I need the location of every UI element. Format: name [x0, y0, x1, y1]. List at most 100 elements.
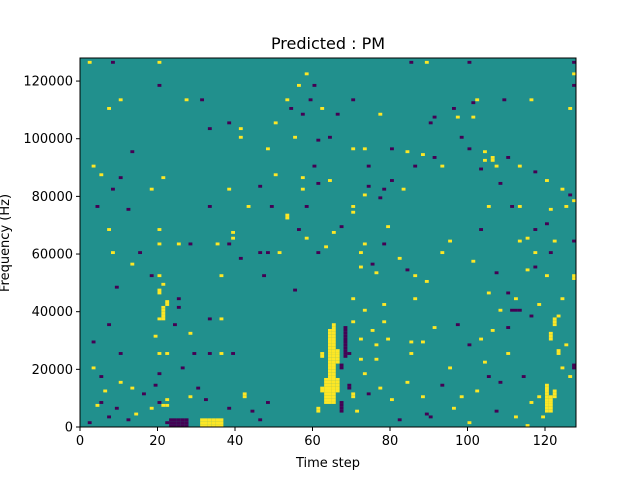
heatmap-cell — [467, 421, 472, 425]
heatmap-cell — [324, 245, 329, 249]
x-axis: 0 20 40 60 80 100 120 — [76, 427, 557, 449]
heatmap-cell — [548, 409, 553, 413]
heatmap-cell — [533, 170, 538, 174]
heatmap-cell — [351, 210, 356, 214]
heatmap-cell — [343, 326, 348, 329]
heatmap-cell — [331, 328, 336, 332]
heatmap-cell — [514, 308, 518, 312]
heatmap-cell — [525, 268, 530, 272]
heatmap-cell — [548, 251, 553, 255]
heatmap-cell — [572, 274, 577, 278]
heatmap-cell — [231, 352, 236, 355]
heatmap-cell — [351, 297, 356, 301]
heatmap-cell — [339, 366, 344, 370]
heatmap-cell — [328, 328, 332, 332]
heatmap-cell — [405, 380, 410, 384]
heatmap-cell — [572, 83, 577, 87]
heatmap-cell — [176, 242, 181, 246]
y-tick-label: 120000 — [23, 75, 73, 90]
heatmap-cell — [215, 418, 220, 422]
heatmap-cell — [421, 395, 425, 399]
heatmap-cell — [111, 187, 115, 191]
heatmap-cell — [161, 282, 166, 286]
heatmap-cell — [231, 236, 236, 240]
heatmap-cell — [494, 164, 499, 168]
heatmap-cell — [514, 297, 518, 301]
heatmap-cell — [173, 323, 177, 327]
heatmap-cell — [157, 228, 162, 231]
heatmap-cell — [328, 380, 332, 384]
heatmap-cell — [479, 228, 484, 231]
heatmap-cell — [324, 389, 329, 393]
heatmap-cell — [355, 409, 360, 413]
heatmap-cell — [471, 115, 476, 119]
y-tick-label: 0 — [65, 421, 73, 436]
heatmap-cell — [362, 147, 367, 151]
heatmap-cell — [328, 377, 332, 381]
heatmap-cell — [506, 352, 511, 355]
heatmap-cell — [382, 187, 387, 191]
heatmap-cell — [335, 357, 340, 361]
heatmap-cell — [130, 150, 135, 154]
heatmap-cell — [285, 213, 290, 217]
heatmap-cell — [328, 343, 332, 347]
heatmap-cell — [370, 262, 375, 266]
heatmap-cell — [362, 372, 367, 376]
heatmap-cell — [91, 164, 96, 168]
heatmap-cell — [572, 239, 577, 243]
heatmap-cell — [320, 107, 325, 110]
heatmap-cell — [548, 403, 553, 407]
heatmap-cell — [328, 179, 332, 182]
heatmap-cell — [374, 271, 379, 275]
heatmap-cell — [455, 115, 460, 119]
heatmap-cell — [545, 392, 549, 396]
heatmap-cell — [262, 274, 267, 278]
heatmap-cell — [545, 398, 549, 402]
heatmap-cell — [328, 395, 332, 399]
heatmap-cell — [397, 418, 402, 422]
heatmap-cell — [343, 352, 348, 355]
heatmap-cell — [188, 395, 193, 399]
heatmap-cell — [374, 357, 379, 361]
heatmap-cell — [211, 418, 216, 422]
heatmap-cell — [328, 135, 332, 139]
heatmap-cell — [138, 251, 143, 255]
heatmap-cell — [359, 251, 363, 255]
heatmap-cell — [200, 421, 205, 425]
heatmap-cell — [328, 354, 332, 358]
heatmap-cell — [266, 251, 270, 255]
heatmap-cell — [382, 320, 387, 324]
heatmap-cell — [545, 179, 549, 182]
heatmap-cell — [180, 418, 185, 422]
heatmap-cell — [548, 334, 553, 338]
heatmap-cell — [490, 156, 495, 159]
heatmap-cell — [560, 297, 565, 301]
heatmap-cell — [308, 98, 313, 102]
heatmap-cell — [95, 403, 100, 407]
x-tick-label: 20 — [149, 434, 166, 449]
heatmap-cell — [196, 386, 201, 390]
heatmap-cell — [331, 343, 336, 347]
heatmap-cell — [165, 300, 170, 304]
heatmap-cell — [440, 383, 445, 387]
heatmap-cell — [157, 401, 162, 404]
heatmap-cell — [118, 176, 123, 180]
heatmap-cell — [483, 360, 487, 364]
heatmap-cell — [161, 305, 166, 309]
heatmap-cell — [173, 421, 177, 425]
heatmap-cell — [126, 418, 131, 422]
heatmap-cell — [498, 181, 503, 185]
y-tick-label: 100000 — [23, 132, 73, 147]
heatmap-cell — [475, 389, 480, 393]
heatmap-cell — [424, 412, 429, 416]
y-axis: 0 20000 40000 60000 80000 100000 120000 — [23, 75, 80, 436]
heatmap-cell — [517, 239, 522, 243]
heatmap-cell — [204, 421, 208, 425]
heatmap-cell — [572, 366, 577, 370]
heatmap-cell — [285, 216, 290, 220]
heatmap-cell — [506, 326, 511, 329]
x-tick-label: 80 — [382, 434, 399, 449]
heatmap-cell — [413, 297, 418, 301]
heatmap-cell — [91, 366, 96, 370]
